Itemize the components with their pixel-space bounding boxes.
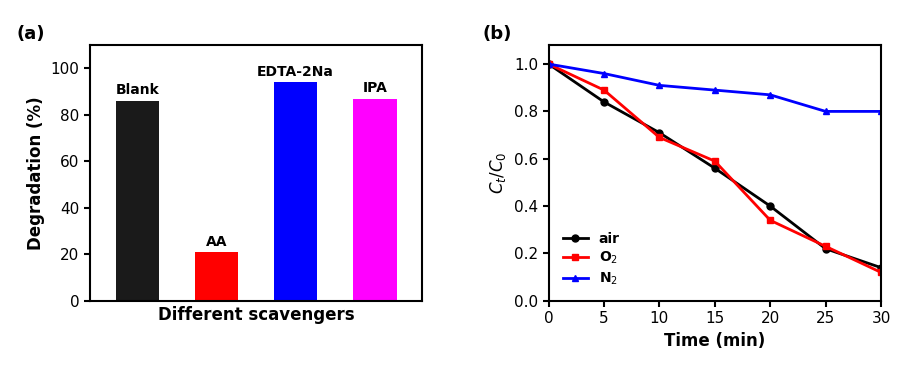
O$_2$ [820, 244, 831, 249]
Text: IPA: IPA [362, 81, 387, 95]
Y-axis label: $C_t/C_0$: $C_t/C_0$ [488, 152, 509, 194]
air [820, 246, 831, 251]
Legend: air, O$_2$, N$_2$: air, O$_2$, N$_2$ [556, 225, 627, 294]
air [709, 166, 720, 170]
air [543, 62, 554, 66]
N$_2$ [820, 109, 831, 114]
Bar [274, 82, 317, 301]
X-axis label: Different scavengers: Different scavengers [158, 306, 354, 324]
O$_2$ [765, 218, 776, 223]
O$_2$ [543, 62, 554, 66]
N$_2$ [599, 71, 610, 76]
Text: EDTA-2Na: EDTA-2Na [257, 65, 334, 79]
Text: AA: AA [206, 235, 227, 249]
O$_2$ [709, 159, 720, 164]
Line: N$_2$: N$_2$ [545, 61, 885, 115]
N$_2$ [654, 83, 665, 88]
Text: (a): (a) [17, 25, 45, 42]
air [876, 265, 886, 270]
N$_2$ [876, 109, 886, 114]
air [765, 204, 776, 208]
Bar [195, 252, 238, 301]
X-axis label: Time (min): Time (min) [664, 332, 765, 350]
N$_2$ [709, 88, 720, 92]
Bar [116, 101, 159, 301]
O$_2$ [654, 135, 665, 140]
O$_2$ [876, 270, 886, 274]
N$_2$ [765, 92, 776, 97]
air [599, 100, 610, 104]
N$_2$ [543, 62, 554, 66]
air [654, 130, 665, 135]
O$_2$ [599, 88, 610, 92]
Line: air: air [545, 61, 885, 271]
Text: (b): (b) [482, 25, 512, 42]
Text: Blank: Blank [115, 83, 159, 97]
Line: O$_2$: O$_2$ [545, 61, 885, 276]
Y-axis label: Degradation (%): Degradation (%) [27, 96, 45, 250]
Bar [353, 99, 396, 301]
